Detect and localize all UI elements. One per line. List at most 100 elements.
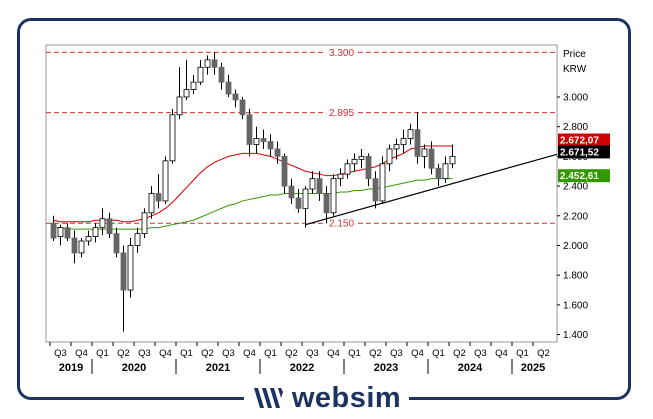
candle-body: [218, 66, 225, 83]
candles: [50, 52, 456, 332]
candle-body: [344, 163, 351, 175]
x-tick-year-label: 2019: [59, 362, 83, 374]
candle-body: [57, 227, 64, 237]
brand-name: websim: [291, 381, 402, 414]
y-tick-label: 1.800: [563, 271, 588, 282]
candle-body: [176, 96, 183, 116]
x-tick-quarter-label: Q4: [327, 348, 340, 359]
candle-body: [113, 233, 120, 254]
y-axis: Price KRW 3.0002.8002.6002.4002.2002.000…: [557, 49, 588, 341]
last-price-badge: 2.671,52: [560, 147, 599, 158]
x-tick-quarter-label: Q4: [75, 348, 88, 359]
candle-body: [155, 193, 162, 202]
candle-body: [365, 155, 372, 180]
candle-body: [260, 138, 267, 142]
candle-body: [85, 236, 92, 242]
moving-averages: [53, 145, 453, 230]
candle-body: [323, 193, 330, 214]
candle-body: [400, 138, 407, 145]
candle-body: [407, 129, 414, 139]
price-badges: 2.672,072.671,52 2.452,61: [558, 133, 610, 183]
candle-body: [330, 178, 337, 214]
x-tick-year-label: 2021: [206, 362, 230, 374]
candle-body: [253, 138, 260, 145]
x-tick-quarter-label: Q2: [117, 348, 130, 359]
x-tick-year-label: 2024: [458, 362, 483, 374]
candle-body: [141, 212, 148, 234]
x-tick-year-label: 2022: [290, 362, 314, 374]
y-tick-label: 2.800: [563, 122, 588, 133]
candle-body: [169, 114, 176, 162]
x-tick-quarter-label: Q2: [453, 348, 466, 359]
candle-body: [295, 197, 302, 209]
candle-body: [358, 155, 365, 160]
candle-body: [246, 114, 253, 145]
candle-body: [92, 227, 99, 237]
candle-body: [428, 148, 435, 169]
candle-body: [372, 178, 379, 202]
x-tick-year-label: 2020: [122, 362, 146, 374]
candle-body: [162, 160, 169, 202]
candle-body: [183, 89, 190, 98]
x-tick-quarter-label: Q4: [495, 348, 508, 359]
candle-body: [316, 178, 323, 194]
y-tick-label: 2.200: [563, 211, 588, 222]
x-tick-quarter-label: Q2: [537, 348, 550, 359]
x-tick-quarter-label: Q3: [306, 348, 319, 359]
candle-body: [78, 240, 85, 254]
candle-body: [127, 245, 134, 291]
level-label: 3.300: [329, 48, 354, 59]
candle-body: [190, 81, 197, 90]
candle-body: [120, 252, 127, 291]
candle-body: [281, 155, 288, 187]
y-tick-label: 2.000: [563, 241, 588, 252]
websim-logo-icon: [253, 388, 283, 408]
y-tick-label: 1.600: [563, 300, 588, 311]
level-label-bg: [325, 108, 358, 120]
candle-body: [106, 218, 113, 234]
candle-body: [274, 148, 281, 157]
brand-logo: websim: [0, 378, 653, 418]
candle-body: [337, 173, 344, 180]
x-tick-quarter-label: Q3: [138, 348, 151, 359]
x-tick-quarter-label: Q1: [96, 348, 109, 359]
candle-body: [288, 185, 295, 199]
candle-body: [421, 148, 428, 157]
candle-body: [239, 99, 246, 116]
candle-body: [50, 222, 57, 239]
candle-body: [442, 163, 449, 180]
x-tick-quarter-label: Q3: [474, 348, 487, 359]
candle-body: [449, 155, 456, 165]
ma-green-line: [53, 178, 453, 230]
y-tick-label: 3.000: [563, 92, 588, 103]
horizontal-levels: 3.300 2.895 2.150: [46, 47, 557, 230]
x-tick-quarter-label: Q1: [180, 348, 193, 359]
candle-body: [435, 167, 442, 180]
candle-body: [309, 178, 316, 190]
candle-body: [211, 59, 218, 68]
x-tick-quarter-label: Q2: [285, 348, 298, 359]
x-tick-year-label: 2023: [374, 362, 398, 374]
ma-green-value-badge: 2.452,61: [560, 171, 599, 182]
candle-body: [134, 233, 141, 246]
y-tick-label: 1.400: [563, 330, 588, 341]
x-tick-quarter-label: Q3: [390, 348, 403, 359]
support-trendline: [305, 153, 558, 226]
x-tick-quarter-label: Q1: [516, 348, 529, 359]
level-label-bg: [325, 47, 358, 59]
candle-body: [414, 129, 421, 157]
x-tick-quarter-label: Q1: [348, 348, 361, 359]
x-tick-quarter-label: Q4: [411, 348, 424, 359]
candle-body: [225, 81, 232, 95]
y-axis-label: Price: [563, 49, 586, 60]
x-tick-quarter-label: Q4: [159, 348, 172, 359]
x-tick-quarter-label: Q1: [432, 348, 445, 359]
x-tick-quarter-label: Q3: [54, 348, 67, 359]
x-tick-quarter-label: Q1: [264, 348, 277, 359]
x-tick-quarter-label: Q2: [201, 348, 214, 359]
candle-body: [71, 237, 78, 254]
candle-body: [386, 148, 393, 165]
ma-red-value-badge: 2.672,07: [560, 136, 599, 147]
ma-red-line: [53, 145, 453, 223]
